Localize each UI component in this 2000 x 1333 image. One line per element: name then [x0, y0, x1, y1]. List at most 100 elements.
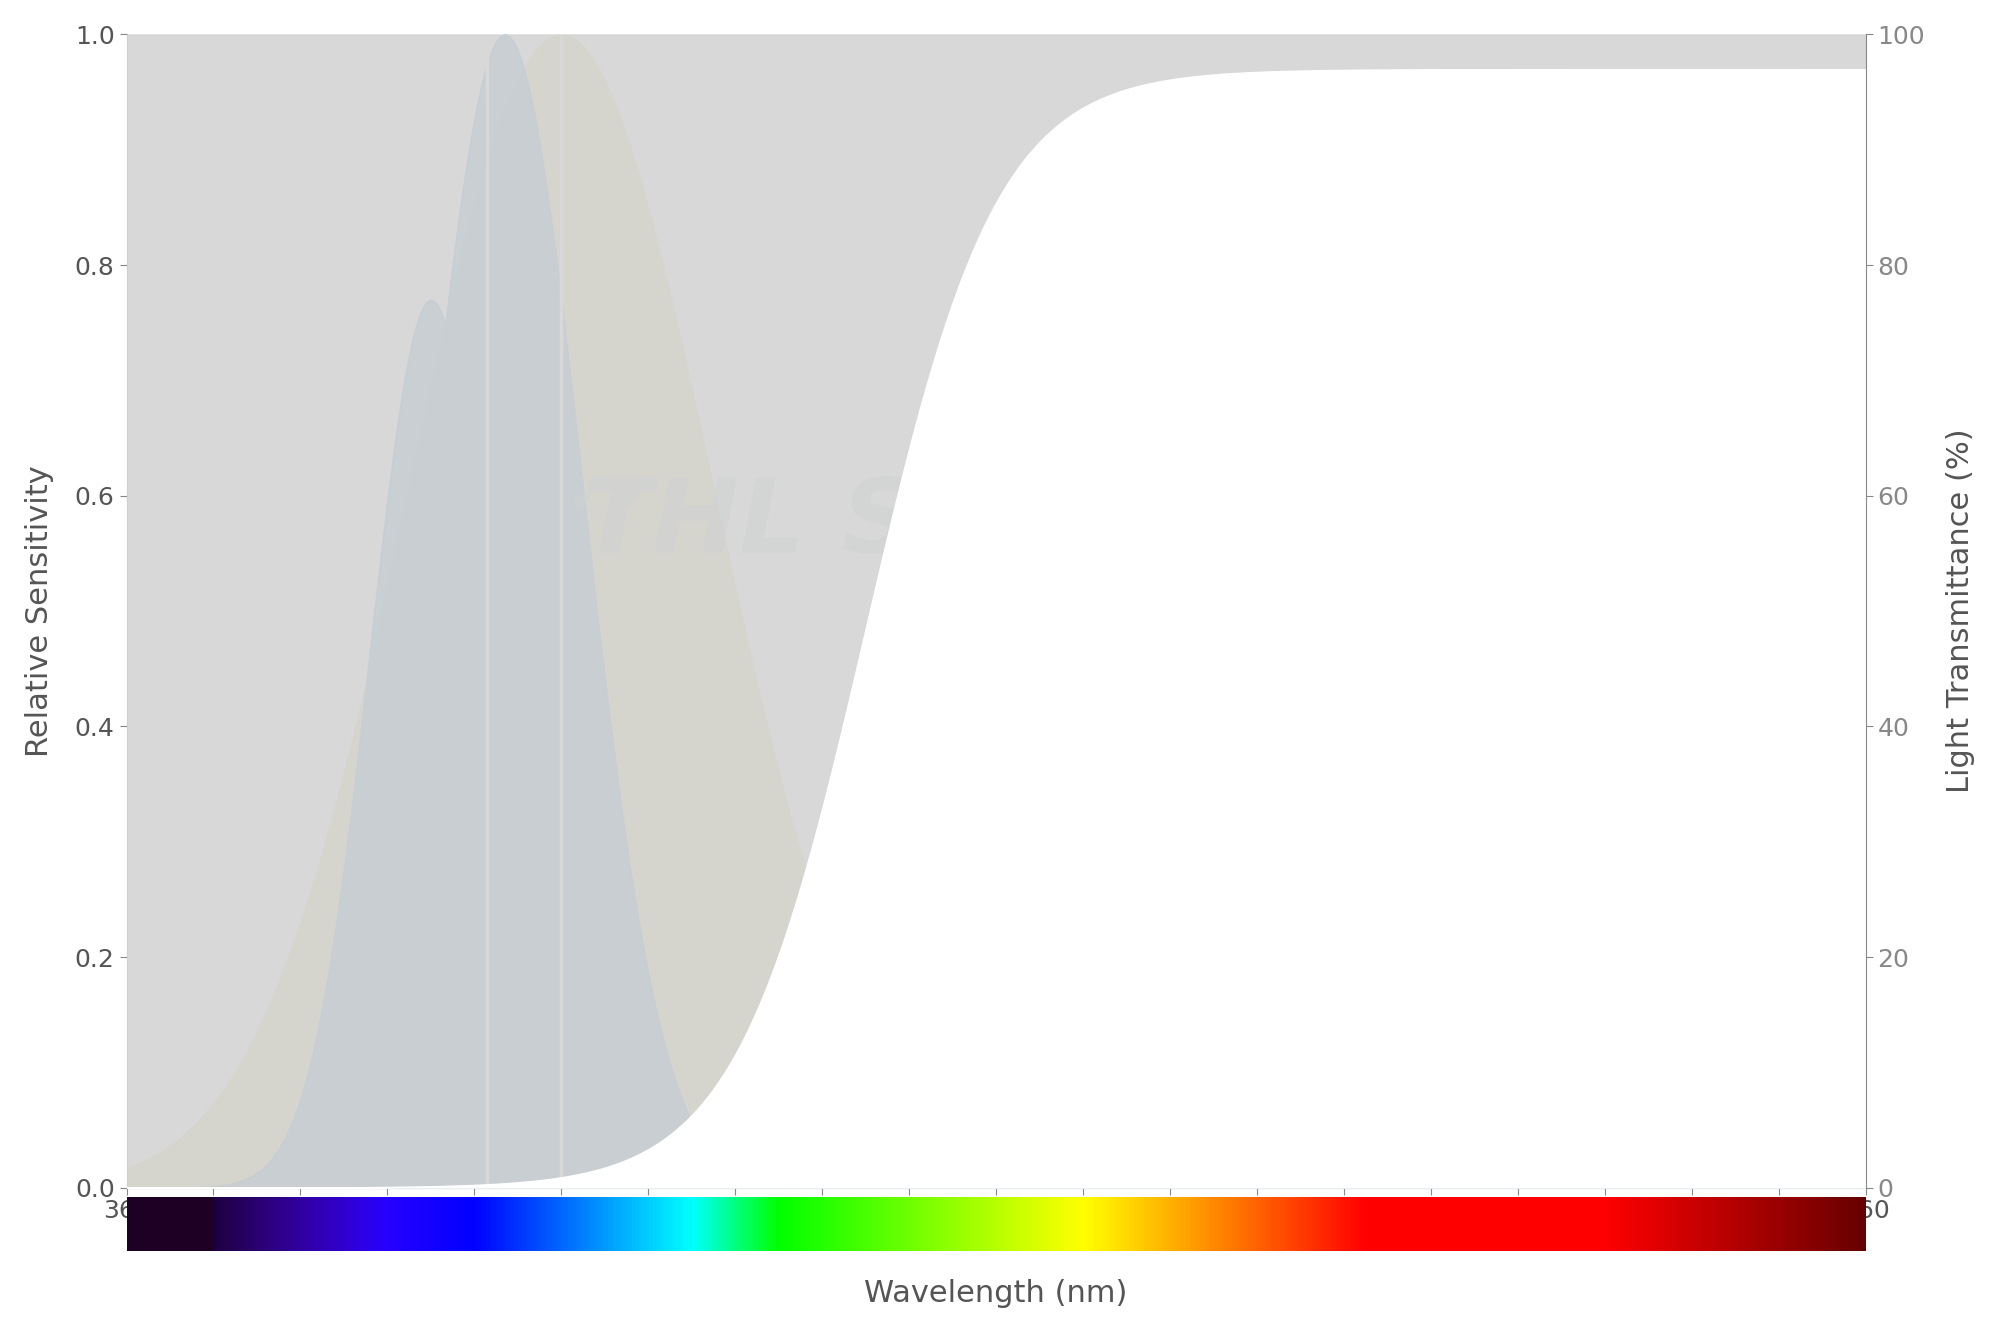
Bar: [204, 1197, 206, 1252]
Bar: [1378, 1197, 1382, 1252]
Bar: [1032, 1197, 1036, 1252]
Bar: [1246, 1197, 1248, 1252]
Bar: [1078, 1197, 1082, 1252]
Bar: [890, 1197, 894, 1252]
Bar: [1140, 1197, 1144, 1252]
Bar: [1844, 1197, 1848, 1252]
Bar: [1810, 1197, 1814, 1252]
Bar: [1650, 1197, 1654, 1252]
Bar: [1068, 1197, 1072, 1252]
Bar: [1384, 1197, 1388, 1252]
Bar: [1786, 1197, 1790, 1252]
Bar: [866, 1197, 868, 1252]
Bar: [1298, 1197, 1302, 1252]
Bar: [976, 1197, 980, 1252]
Bar: [340, 1197, 342, 1252]
Bar: [628, 1197, 632, 1252]
Bar: [698, 1197, 702, 1252]
Bar: [1022, 1197, 1026, 1252]
Bar: [1154, 1197, 1158, 1252]
Bar: [740, 1197, 744, 1252]
Bar: [650, 1197, 652, 1252]
Bar: [772, 1197, 774, 1252]
Bar: [1242, 1197, 1246, 1252]
Bar: [1492, 1197, 1496, 1252]
Bar: [942, 1197, 946, 1252]
Bar: [284, 1197, 286, 1252]
Bar: [974, 1197, 976, 1252]
Bar: [1552, 1197, 1556, 1252]
Bar: [1548, 1197, 1552, 1252]
Bar: [1478, 1197, 1482, 1252]
Bar: [1608, 1197, 1612, 1252]
Bar: [814, 1197, 816, 1252]
Bar: [228, 1197, 232, 1252]
Bar: [1396, 1197, 1398, 1252]
Bar: [1406, 1197, 1410, 1252]
Bar: [214, 1197, 218, 1252]
Bar: [1572, 1197, 1576, 1252]
Bar: [1692, 1197, 1694, 1252]
Bar: [258, 1197, 262, 1252]
Bar: [364, 1197, 368, 1252]
Bar: [1632, 1197, 1636, 1252]
Bar: [1702, 1197, 1706, 1252]
Bar: [1030, 1197, 1032, 1252]
Bar: [1740, 1197, 1744, 1252]
Bar: [632, 1197, 636, 1252]
Bar: [1706, 1197, 1708, 1252]
Bar: [820, 1197, 824, 1252]
Bar: [768, 1197, 772, 1252]
Bar: [896, 1197, 900, 1252]
Bar: [1138, 1197, 1140, 1252]
Bar: [664, 1197, 666, 1252]
Bar: [444, 1197, 448, 1252]
Bar: [716, 1197, 720, 1252]
Bar: [354, 1197, 356, 1252]
Bar: [572, 1197, 576, 1252]
Bar: [1364, 1197, 1368, 1252]
Bar: [1712, 1197, 1716, 1252]
Bar: [256, 1197, 258, 1252]
Bar: [1288, 1197, 1290, 1252]
Bar: [984, 1197, 988, 1252]
Bar: [1002, 1197, 1004, 1252]
Bar: [830, 1197, 834, 1252]
Bar: [1256, 1197, 1260, 1252]
Bar: [502, 1197, 506, 1252]
Bar: [394, 1197, 398, 1252]
Bar: [842, 1197, 844, 1252]
Bar: [534, 1197, 538, 1252]
Bar: [1312, 1197, 1316, 1252]
Bar: [722, 1197, 726, 1252]
Bar: [342, 1197, 346, 1252]
Bar: [1074, 1197, 1078, 1252]
Bar: [294, 1197, 298, 1252]
Bar: [1232, 1197, 1234, 1252]
Bar: [280, 1197, 284, 1252]
Bar: [598, 1197, 600, 1252]
Bar: [1144, 1197, 1148, 1252]
Bar: [712, 1197, 716, 1252]
Bar: [720, 1197, 722, 1252]
Bar: [642, 1197, 646, 1252]
Bar: [928, 1197, 932, 1252]
Bar: [656, 1197, 660, 1252]
Bar: [1304, 1197, 1308, 1252]
Bar: [270, 1197, 272, 1252]
Bar: [402, 1197, 406, 1252]
Bar: [1106, 1197, 1110, 1252]
Bar: [1814, 1197, 1816, 1252]
Bar: [218, 1197, 220, 1252]
Bar: [290, 1197, 294, 1252]
Bar: [1234, 1197, 1238, 1252]
Bar: [266, 1197, 270, 1252]
Bar: [190, 1197, 192, 1252]
Bar: [1768, 1197, 1772, 1252]
Bar: [754, 1197, 758, 1252]
Bar: [262, 1197, 266, 1252]
Bar: [182, 1197, 186, 1252]
Bar: [1430, 1197, 1434, 1252]
Bar: [312, 1197, 314, 1252]
Bar: [1370, 1197, 1374, 1252]
